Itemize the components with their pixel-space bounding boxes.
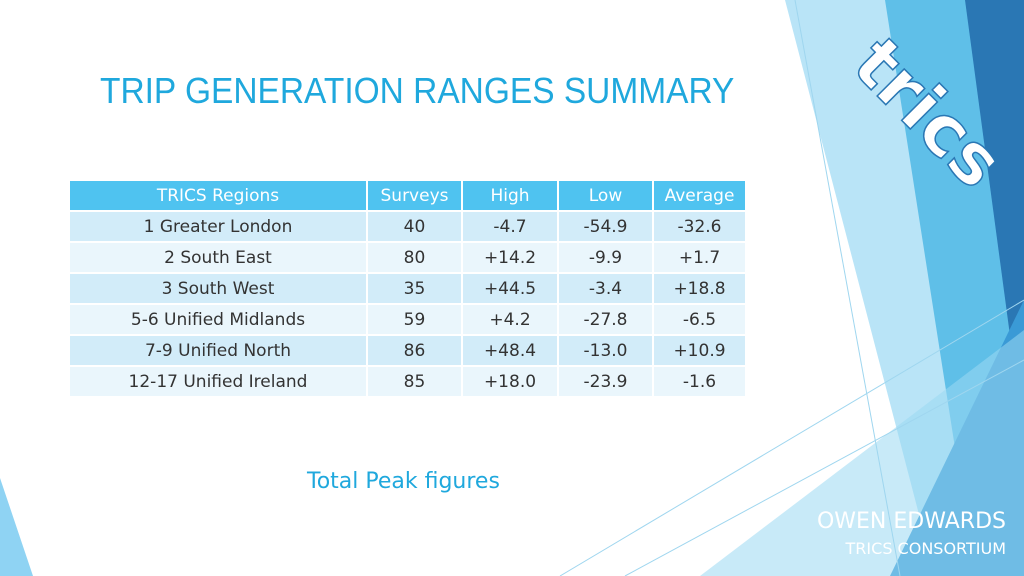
region-cell: 1 Greater London — [70, 212, 366, 241]
header-high: High — [463, 181, 557, 210]
header-average: Average — [654, 181, 745, 210]
average-cell: +1.7 — [654, 243, 745, 272]
high-cell: +4.2 — [463, 305, 557, 334]
average-cell: -32.6 — [654, 212, 745, 241]
regions-table: TRICS Regions Surveys High Low Average 1… — [68, 179, 747, 398]
region-cell: 2 South East — [70, 243, 366, 272]
table-row: 3 South West 35 +44.5 -3.4 +18.8 — [70, 274, 745, 303]
surveys-cell: 80 — [368, 243, 461, 272]
low-cell: -23.9 — [559, 367, 652, 396]
low-cell: -13.0 — [559, 336, 652, 365]
table-header-row: TRICS Regions Surveys High Low Average — [70, 181, 745, 210]
table-row: 5-6 Unified Midlands 59 +4.2 -27.8 -6.5 — [70, 305, 745, 334]
page-title: TRIP GENERATION RANGES SUMMARY — [100, 70, 735, 111]
surveys-cell: 40 — [368, 212, 461, 241]
region-cell: 3 South West — [70, 274, 366, 303]
average-cell: -6.5 — [654, 305, 745, 334]
diagonal-line-3 — [624, 359, 1024, 576]
lower-light-wedge — [700, 330, 1024, 576]
header-low: Low — [559, 181, 652, 210]
author-organization: TRICS CONSORTIUM — [845, 539, 1006, 558]
left-accent-shape — [0, 478, 33, 576]
surveys-cell: 86 — [368, 336, 461, 365]
diagonal-line-2 — [559, 299, 1024, 576]
low-cell: -3.4 — [559, 274, 652, 303]
table-row: 2 South East 80 +14.2 -9.9 +1.7 — [70, 243, 745, 272]
table-row: 7-9 Unified North 86 +48.4 -13.0 +10.9 — [70, 336, 745, 365]
region-cell: 7-9 Unified North — [70, 336, 366, 365]
header-surveys: Surveys — [368, 181, 461, 210]
author-name: OWEN EDWARDS — [816, 509, 1006, 534]
surveys-cell: 35 — [368, 274, 461, 303]
diagonal-line-1 — [794, 0, 901, 576]
surveys-cell: 59 — [368, 305, 461, 334]
high-cell: +18.0 — [463, 367, 557, 396]
high-cell: +44.5 — [463, 274, 557, 303]
high-cell: -4.7 — [463, 212, 557, 241]
right-dark-panel — [965, 0, 1024, 440]
low-cell: -27.8 — [559, 305, 652, 334]
author-block: OWEN EDWARDS TRICS CONSORTIUM — [817, 508, 1006, 562]
low-cell: -54.9 — [559, 212, 652, 241]
average-cell: +10.9 — [654, 336, 745, 365]
high-cell: +14.2 — [463, 243, 557, 272]
table-caption: Total Peak figures — [307, 469, 500, 494]
region-cell: 12-17 Unified Ireland — [70, 367, 366, 396]
surveys-cell: 85 — [368, 367, 461, 396]
table-row: 12-17 Unified Ireland 85 +18.0 -23.9 -1.… — [70, 367, 745, 396]
average-cell: -1.6 — [654, 367, 745, 396]
region-cell: 5-6 Unified Midlands — [70, 305, 366, 334]
high-cell: +48.4 — [463, 336, 557, 365]
average-cell: +18.8 — [654, 274, 745, 303]
header-regions: TRICS Regions — [70, 181, 366, 210]
low-cell: -9.9 — [559, 243, 652, 272]
table-row: 1 Greater London 40 -4.7 -54.9 -32.6 — [70, 212, 745, 241]
